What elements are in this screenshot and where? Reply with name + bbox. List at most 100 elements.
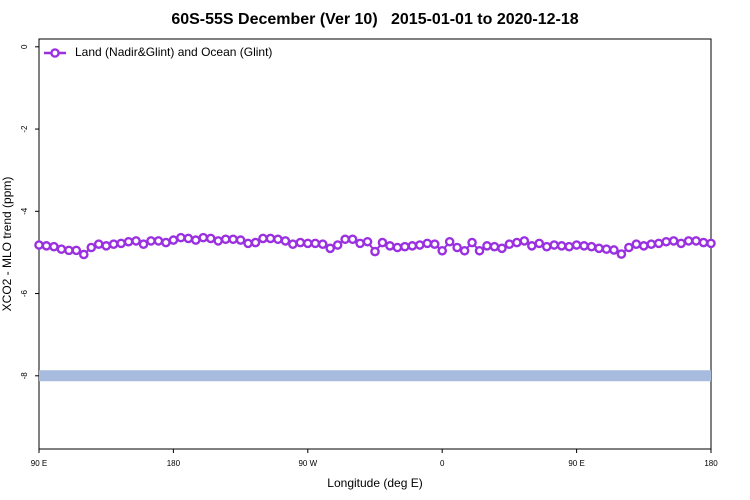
point [519,236,530,246]
point [228,234,238,245]
point [34,240,44,250]
point [414,240,425,250]
point [392,242,403,253]
point [698,237,709,248]
point [153,236,164,246]
point [288,239,298,250]
point [616,249,627,259]
point [138,239,149,250]
point [355,238,365,249]
point [512,237,522,248]
point [467,237,477,248]
legend-label: Land (Nadir&Glint) and Ocean (Glint) [75,45,272,59]
point [400,241,410,252]
point [265,233,276,244]
point [706,238,716,249]
point [176,232,186,243]
point [243,238,253,249]
point [280,236,291,246]
point [71,245,82,256]
point [49,241,59,252]
point [347,234,358,245]
point [317,239,328,250]
point [295,237,306,248]
point [631,239,642,250]
point [444,236,455,247]
point [220,234,231,245]
point [198,232,209,243]
point [609,245,619,255]
point [422,238,433,249]
point [310,238,321,249]
point [504,239,515,250]
point [564,241,574,252]
point [586,241,597,252]
point [571,240,582,250]
x-tick-label: 180 [167,459,181,468]
point [86,242,97,253]
point [534,238,545,249]
point [146,236,156,246]
point [161,237,171,248]
point [668,236,679,246]
point [370,246,380,257]
point [407,241,418,251]
point [108,239,119,250]
x-axis-label: Longitude (deg E) [327,476,422,490]
point [213,236,223,246]
point [123,236,134,247]
point [676,238,686,249]
point [527,241,537,251]
legend-marker [50,48,60,58]
point [302,238,313,249]
y-tick-label: -8 [20,372,29,380]
point [497,243,507,254]
x-tick-label: 0 [440,459,445,468]
point [653,238,664,249]
point [661,236,672,247]
x-tick-label: 90 E [568,459,584,468]
point [101,241,111,251]
point [549,240,560,250]
point [93,239,104,250]
point [691,236,701,246]
point [594,243,604,254]
point [362,236,373,247]
y-tick-label: -4 [20,207,29,215]
point [41,241,52,251]
y-tick-label: -2 [20,125,29,133]
point [489,241,500,252]
point [190,235,201,245]
point [116,238,126,249]
point [56,244,67,254]
point [452,242,462,253]
y-axis-label: XCO2 - MLO trend (ppm) [0,177,14,312]
x-tick-label: 90 W [298,459,317,468]
point [429,239,440,250]
point [235,235,246,245]
point [646,239,657,250]
point [624,242,634,253]
point [639,241,649,251]
point [183,233,194,244]
point [437,245,448,256]
point [258,233,268,244]
x-tick-label: 90 E [31,459,47,468]
chart-title: 60S-55S December (Ver 10) 2015-01-01 to … [171,11,578,28]
point [131,236,141,246]
point [579,241,589,251]
point [332,240,343,250]
point [273,234,283,245]
point [683,236,694,246]
point [205,233,216,244]
point [64,245,74,256]
point [168,235,179,245]
point [325,243,336,254]
y-tick-label: -6 [20,289,29,297]
point [340,234,350,245]
x-tick-label: 180 [704,459,718,468]
point [385,241,395,251]
point [482,241,492,251]
point [250,237,261,248]
